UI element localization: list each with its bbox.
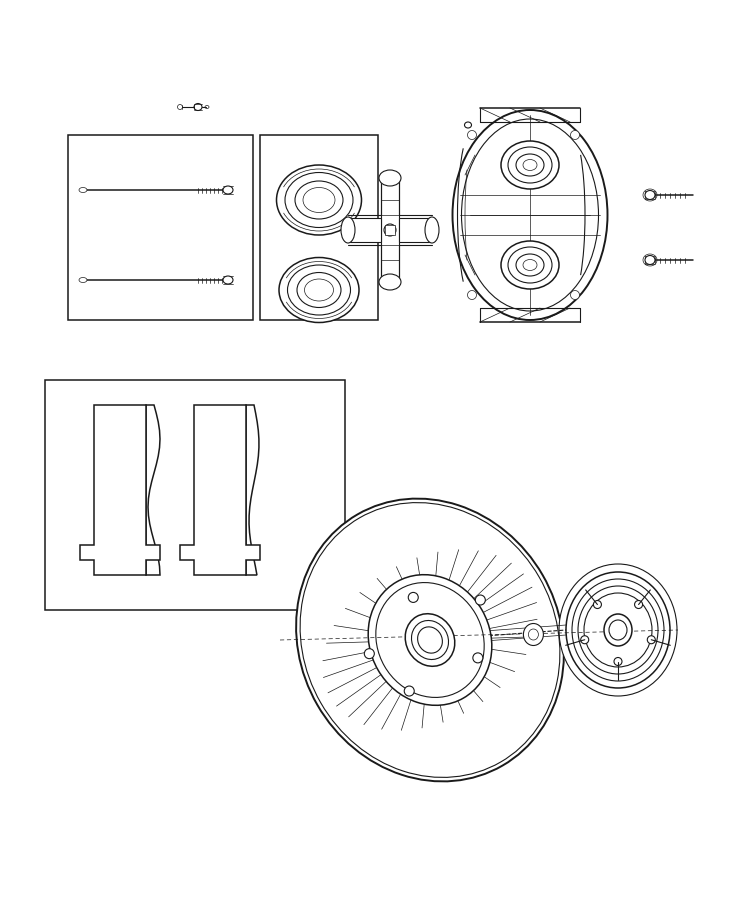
Ellipse shape xyxy=(453,110,608,320)
Bar xyxy=(260,135,378,320)
Ellipse shape xyxy=(296,499,564,781)
Ellipse shape xyxy=(645,191,655,200)
Ellipse shape xyxy=(581,635,588,644)
Ellipse shape xyxy=(571,130,579,140)
Ellipse shape xyxy=(508,247,552,283)
Polygon shape xyxy=(381,178,399,282)
Polygon shape xyxy=(80,405,160,575)
Ellipse shape xyxy=(571,291,579,300)
Ellipse shape xyxy=(594,600,602,608)
Ellipse shape xyxy=(379,274,401,290)
Ellipse shape xyxy=(468,291,476,300)
Ellipse shape xyxy=(559,564,677,696)
Ellipse shape xyxy=(634,600,642,608)
Ellipse shape xyxy=(501,241,559,289)
Polygon shape xyxy=(350,218,381,242)
Ellipse shape xyxy=(405,686,414,696)
Ellipse shape xyxy=(223,276,233,284)
Ellipse shape xyxy=(279,257,359,322)
Ellipse shape xyxy=(614,658,622,665)
Ellipse shape xyxy=(408,592,418,602)
Polygon shape xyxy=(246,405,259,575)
Ellipse shape xyxy=(418,627,442,653)
Ellipse shape xyxy=(465,122,471,128)
Ellipse shape xyxy=(604,614,632,646)
Ellipse shape xyxy=(288,265,350,315)
Polygon shape xyxy=(399,218,430,242)
Ellipse shape xyxy=(645,256,655,265)
Ellipse shape xyxy=(566,572,670,688)
Ellipse shape xyxy=(285,173,353,228)
Ellipse shape xyxy=(223,186,233,194)
Ellipse shape xyxy=(341,217,355,243)
Ellipse shape xyxy=(365,649,374,659)
Polygon shape xyxy=(180,405,260,575)
Ellipse shape xyxy=(368,575,492,706)
Ellipse shape xyxy=(468,130,476,140)
Ellipse shape xyxy=(379,170,401,186)
Ellipse shape xyxy=(79,277,87,283)
Ellipse shape xyxy=(523,624,543,645)
Ellipse shape xyxy=(475,595,485,605)
Bar xyxy=(68,135,253,320)
Ellipse shape xyxy=(425,217,439,243)
Polygon shape xyxy=(146,405,160,575)
Bar xyxy=(45,380,345,610)
Ellipse shape xyxy=(276,165,362,235)
Ellipse shape xyxy=(501,141,559,189)
Bar xyxy=(385,225,395,235)
Ellipse shape xyxy=(79,187,87,193)
Ellipse shape xyxy=(405,614,455,666)
Ellipse shape xyxy=(473,652,483,663)
Ellipse shape xyxy=(648,635,655,644)
Ellipse shape xyxy=(508,147,552,183)
